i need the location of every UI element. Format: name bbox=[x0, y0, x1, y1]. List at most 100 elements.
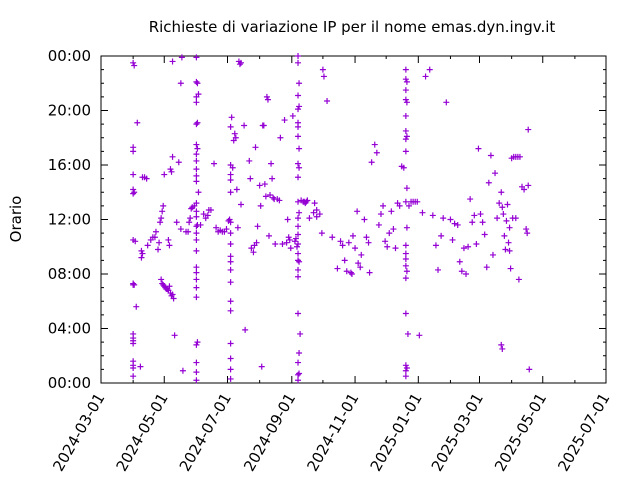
data-point bbox=[237, 201, 244, 208]
data-point bbox=[295, 174, 302, 181]
data-point bbox=[277, 134, 284, 141]
data-point bbox=[463, 271, 470, 277]
data-point bbox=[193, 178, 200, 185]
data-point bbox=[515, 276, 522, 283]
data-point bbox=[194, 119, 201, 126]
data-point bbox=[295, 133, 302, 140]
data-point bbox=[454, 221, 461, 228]
data-point bbox=[211, 160, 218, 167]
data-point bbox=[319, 66, 326, 73]
data-point bbox=[371, 141, 378, 148]
data-point bbox=[384, 243, 391, 250]
data-point bbox=[311, 200, 318, 207]
data-point bbox=[403, 365, 410, 372]
data-point bbox=[227, 219, 234, 226]
data-point bbox=[256, 182, 263, 189]
y-tick-label: 12:00 bbox=[48, 211, 91, 229]
data-point bbox=[440, 215, 447, 222]
data-point bbox=[416, 332, 423, 339]
data-point bbox=[295, 241, 302, 248]
y-tick-label: 16:00 bbox=[48, 156, 91, 174]
data-point bbox=[295, 123, 302, 130]
data-point bbox=[177, 226, 184, 233]
data-point bbox=[179, 367, 186, 374]
data-point bbox=[193, 247, 200, 254]
data-point bbox=[234, 224, 241, 231]
data-point bbox=[157, 219, 164, 226]
data-point bbox=[396, 202, 403, 209]
data-point bbox=[509, 215, 516, 222]
data-point bbox=[310, 209, 317, 216]
data-point bbox=[295, 215, 302, 222]
data-point bbox=[402, 256, 409, 263]
data-point bbox=[295, 223, 302, 230]
data-point bbox=[375, 221, 382, 228]
data-point bbox=[260, 122, 267, 129]
data-point bbox=[296, 258, 303, 265]
data-point bbox=[227, 171, 234, 178]
data-point bbox=[502, 246, 509, 253]
data-point bbox=[227, 340, 234, 347]
data-point bbox=[138, 254, 145, 261]
data-point bbox=[268, 160, 275, 167]
data-point bbox=[276, 197, 283, 204]
data-point bbox=[193, 54, 200, 61]
data-point bbox=[151, 234, 158, 241]
data-point bbox=[349, 232, 356, 239]
data-point bbox=[241, 122, 248, 129]
data-point bbox=[357, 264, 364, 271]
data-point bbox=[295, 92, 302, 99]
data-point bbox=[193, 223, 200, 230]
data-point bbox=[392, 245, 399, 252]
data-point bbox=[334, 265, 341, 272]
data-point bbox=[414, 198, 421, 205]
data-point bbox=[402, 198, 409, 205]
data-point bbox=[402, 127, 409, 134]
data-point bbox=[402, 310, 409, 317]
data-point bbox=[175, 159, 182, 166]
data-point bbox=[204, 212, 211, 219]
data-point bbox=[193, 166, 200, 173]
data-point bbox=[429, 212, 436, 219]
data-point bbox=[227, 258, 234, 265]
data-point bbox=[227, 375, 234, 382]
data-point bbox=[295, 371, 302, 378]
data-point bbox=[130, 365, 137, 372]
data-point bbox=[473, 241, 480, 248]
data-point bbox=[173, 219, 180, 226]
data-point bbox=[507, 265, 514, 272]
data-point bbox=[402, 250, 409, 257]
data-point bbox=[226, 216, 233, 223]
x-tick-label: 2025-03-01 bbox=[428, 390, 487, 475]
data-point bbox=[525, 126, 532, 133]
data-point bbox=[247, 175, 254, 182]
data-point bbox=[258, 363, 265, 370]
data-point bbox=[131, 189, 138, 196]
data-point bbox=[285, 234, 292, 241]
data-point bbox=[403, 78, 410, 85]
x-tick-label: 2024-11-01 bbox=[303, 390, 362, 475]
data-point bbox=[193, 276, 200, 283]
data-point bbox=[193, 172, 200, 179]
data-point bbox=[213, 224, 220, 231]
data-point bbox=[228, 114, 235, 121]
data-point bbox=[483, 264, 490, 271]
data-point bbox=[422, 73, 429, 80]
data-point bbox=[295, 250, 302, 257]
data-point bbox=[227, 366, 234, 373]
data-point bbox=[426, 66, 433, 73]
data-point bbox=[343, 268, 350, 275]
data-point bbox=[193, 294, 200, 301]
data-point bbox=[506, 247, 513, 254]
data-point bbox=[281, 117, 288, 124]
data-point bbox=[390, 226, 397, 233]
data-point bbox=[137, 363, 144, 370]
y-tick-label: 04:00 bbox=[48, 320, 91, 338]
data-point bbox=[130, 190, 137, 197]
data-point bbox=[143, 175, 150, 182]
data-point bbox=[130, 148, 137, 155]
data-point bbox=[133, 303, 140, 310]
data-point bbox=[265, 232, 272, 239]
data-point bbox=[264, 96, 271, 103]
